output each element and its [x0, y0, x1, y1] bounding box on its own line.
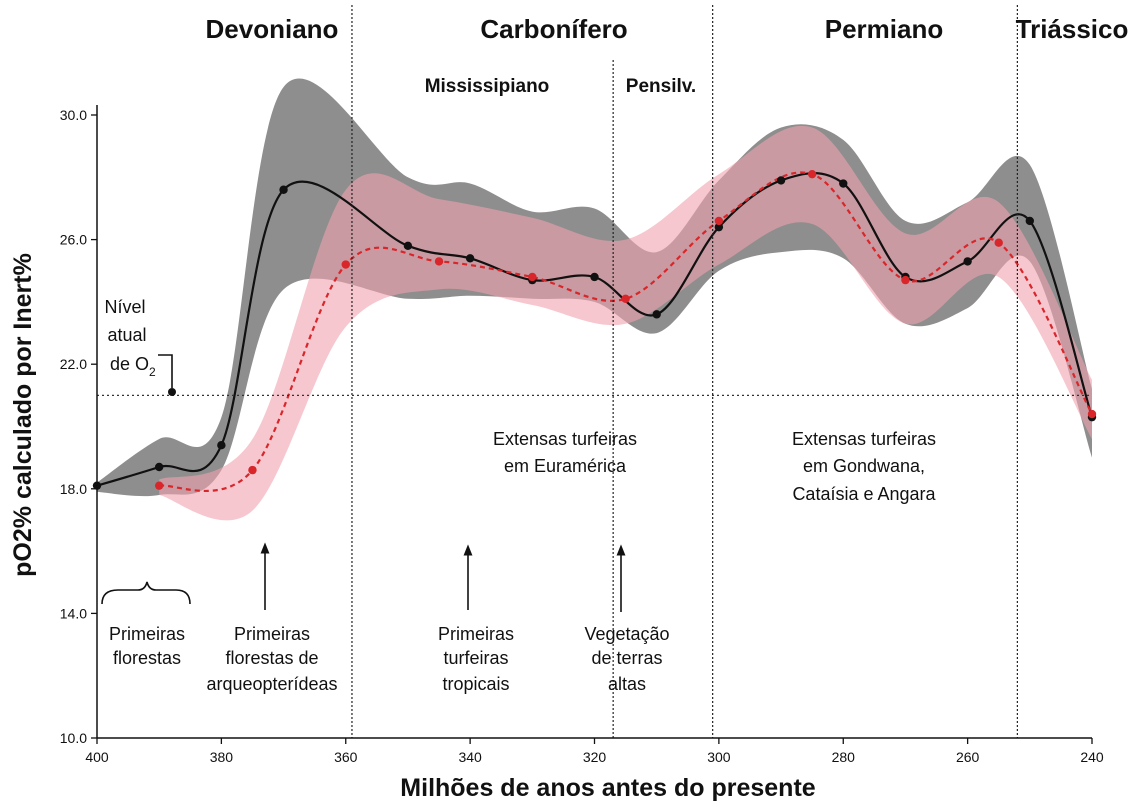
data-point-series-0-7 — [590, 272, 599, 282]
series-line-0 — [96, 172, 1094, 487]
data-point-series-0-11 — [839, 179, 848, 188]
data-point-series-0-5 — [465, 254, 475, 263]
x-tick-label-1: 380 — [210, 749, 234, 765]
annotation-5-line-3: Cataísia e Angara — [792, 484, 936, 504]
annotation-1-line-1: Primeiras — [234, 624, 310, 644]
period-label-devoniano: Devoniano — [206, 14, 339, 44]
subperiod-label-pensilvaniano: Pensilv. — [626, 76, 696, 97]
annotation-0-line-1: Primeiras — [109, 624, 185, 644]
data-point-series-0-9 — [714, 222, 724, 232]
data-point-series-1-6 — [714, 216, 724, 226]
annotation-2-line-3: tropicais — [442, 674, 509, 694]
data-point-series-0-1 — [154, 462, 164, 472]
annotation-5-line-2: em Gondwana, — [803, 456, 925, 476]
y-axis-title: pO2% calculado por Inert% — [9, 253, 37, 577]
annotation-4-line-2: em Euramérica — [504, 456, 627, 476]
data-point-series-1-1 — [248, 465, 257, 475]
current-o2-label-line-1: Nível — [104, 297, 145, 317]
data-point-series-1-3 — [434, 257, 444, 266]
current-o2-marker — [168, 388, 176, 396]
data-point-series-1-10 — [1087, 409, 1097, 419]
y-tick-label-5: 30.0 — [60, 107, 87, 123]
data-point-series-0-2 — [217, 440, 226, 450]
data-point-series-1-7 — [807, 169, 817, 179]
x-tick-label-8: 240 — [1080, 749, 1104, 765]
x-tick-label-7: 260 — [956, 749, 980, 765]
x-axis-title: Milhões de anos antes do presente — [400, 774, 815, 802]
annotation-3-line-2: de terras — [591, 648, 662, 668]
annotation-brace — [101, 581, 191, 605]
x-tick-label-6: 280 — [832, 749, 856, 765]
annotation-turfeiras-euramerica: Extensas turfeiras em Euramérica — [493, 429, 637, 476]
annotation-vegetacao-terras-altas: Vegetação de terras altas — [584, 544, 670, 694]
period-label-carbonifero: Carbonífero — [480, 14, 627, 44]
data-point-series-1-8 — [901, 275, 910, 285]
current-o2-label-line-3: de O2 — [110, 354, 156, 379]
y-tick-label-3: 22.0 — [60, 356, 87, 372]
data-point-series-1-4 — [528, 272, 537, 282]
series-line-1 — [159, 171, 1093, 493]
y-tick-label-1: 14.0 — [60, 605, 87, 621]
y-tick-label-0: 10.0 — [60, 730, 87, 746]
x-tick-label-0: 400 — [85, 749, 109, 765]
annotation-3-line-1: Vegetação — [584, 624, 669, 644]
data-point-series-0-14 — [1025, 216, 1035, 226]
annotation-primeiras-turfeiras-tropicais: Primeiras turfeiras tropicais — [438, 544, 514, 694]
x-tick-label-3: 340 — [458, 749, 482, 765]
current-o2-bracket — [158, 354, 173, 388]
annotation-0-line-2: florestas — [113, 648, 181, 668]
annotation-primeiras-florestas-arqueopterideas: Primeiras florestas de arqueopterídeas — [206, 542, 338, 694]
y-tick-label-2: 18.0 — [60, 481, 87, 497]
x-tick-label-4: 320 — [583, 749, 607, 765]
annotation-1-line-2: florestas de — [225, 648, 318, 668]
annotation-2-line-2: turfeiras — [443, 648, 508, 668]
annotation-4-line-1: Extensas turfeiras — [493, 429, 637, 449]
data-point-series-1-2 — [341, 260, 350, 269]
data-point-series-0-8 — [652, 310, 661, 319]
subperiod-label-mississipiano: Mississipiano — [425, 76, 550, 97]
period-label-triassico: Triássico — [1016, 14, 1129, 44]
data-point-series-1-0 — [154, 481, 164, 490]
uncertainty-band-1 — [159, 125, 1092, 521]
data-point-series-1-9 — [994, 238, 1003, 247]
data-point-series-0-13 — [963, 257, 972, 266]
x-tick-label-2: 360 — [334, 749, 358, 765]
annotation-3-line-3: altas — [608, 674, 646, 694]
annotation-turfeiras-gondwana: Extensas turfeiras em Gondwana, Cataísia… — [792, 429, 937, 504]
data-point-series-0-10 — [776, 176, 786, 185]
data-point-series-0-4 — [403, 241, 413, 251]
y-tick-label-4: 26.0 — [60, 232, 87, 248]
annotation-1-line-3: arqueopterídeas — [206, 674, 337, 694]
annotation-5-line-1: Extensas turfeiras — [792, 429, 936, 449]
annotation-2-line-1: Primeiras — [438, 624, 514, 644]
period-label-permiano: Permiano — [825, 14, 944, 44]
current-o2-label-line-2: atual — [107, 325, 146, 345]
current-o2-label: Nível atual de O2 — [104, 297, 176, 396]
x-tick-label-5: 300 — [707, 749, 731, 765]
data-point-series-0-3 — [279, 185, 288, 194]
annotation-primeiras-florestas: Primeiras florestas — [101, 581, 191, 668]
data-point-series-1-5 — [621, 294, 630, 303]
